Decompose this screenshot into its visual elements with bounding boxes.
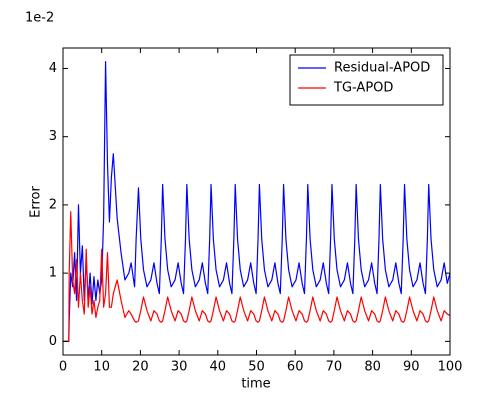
x-tick-label: 60 <box>287 360 304 375</box>
x-tick-label: 100 <box>438 360 463 375</box>
data-line <box>63 211 451 342</box>
y-tick-label: 4 <box>49 61 57 76</box>
x-tick-label: 50 <box>248 360 265 375</box>
y-tick-label: 2 <box>49 197 57 212</box>
y-tick-label: 1 <box>49 266 57 281</box>
x-tick-label: 40 <box>210 360 227 375</box>
x-tick-label: 0 <box>59 360 67 375</box>
y-tick-label: 3 <box>49 129 57 144</box>
legend-label: Residual-APOD <box>334 61 430 76</box>
x-tick-label: 70 <box>326 360 343 375</box>
legend-box <box>289 54 444 106</box>
legend-label: TG-APOD <box>333 81 393 96</box>
x-tick-label: 30 <box>171 360 188 375</box>
x-axis-label: time <box>241 377 270 392</box>
x-tick-label: 20 <box>132 360 149 375</box>
y-axis-label: Error <box>29 186 44 218</box>
x-tick-label: 80 <box>364 360 381 375</box>
y-tick-label: 0 <box>49 334 57 349</box>
y-offset-text: 1e-2 <box>25 11 54 26</box>
x-tick-label: 10 <box>93 360 110 375</box>
x-tick-label: 90 <box>403 360 420 375</box>
data-line <box>63 61 451 342</box>
